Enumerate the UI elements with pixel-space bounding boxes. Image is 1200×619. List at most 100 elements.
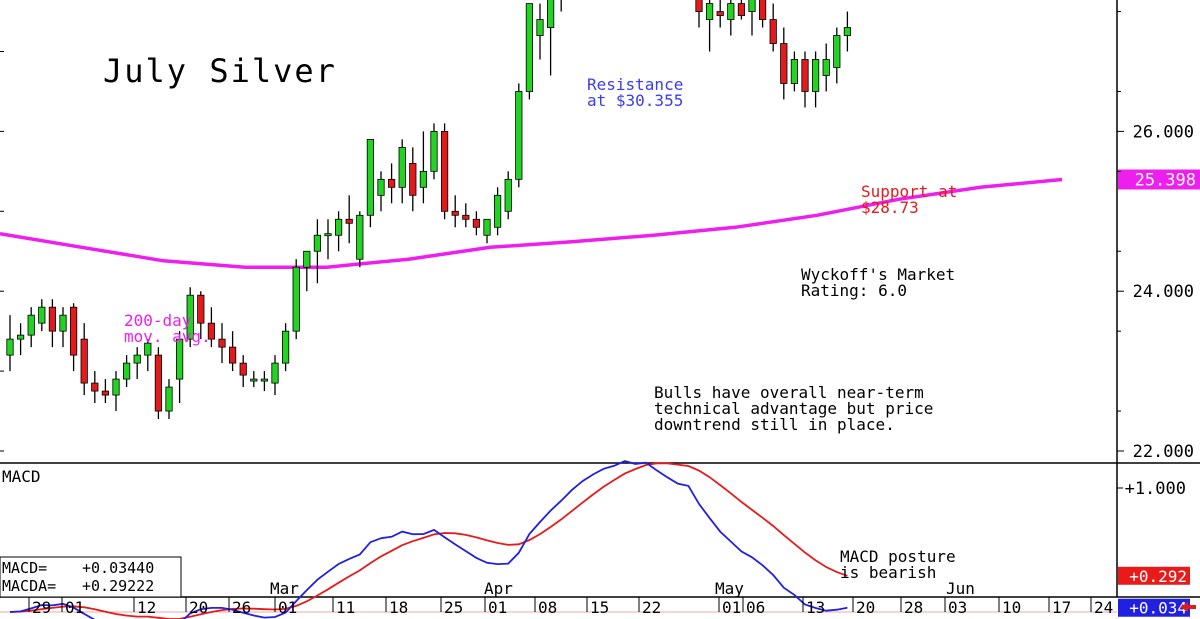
ma-annotation: 200-day xyxy=(124,311,192,330)
day-label: 24 xyxy=(1094,598,1113,617)
levels-layer: 30.38029.28028.73525.398 xyxy=(1118,169,1200,190)
bulls-annotation: technical advantage but price xyxy=(654,399,933,418)
candle xyxy=(560,0,562,12)
price-tick-label: 24.000 xyxy=(1133,282,1194,302)
candle-body xyxy=(165,386,173,412)
ma200-tag xyxy=(1118,169,1200,190)
candle-body xyxy=(133,354,141,364)
ma200-tag-label: 25.398 xyxy=(1135,170,1196,190)
day-label: 08 xyxy=(538,598,557,617)
candle-body xyxy=(833,35,841,68)
candle xyxy=(165,379,173,420)
macda-tag xyxy=(1118,566,1190,585)
x-axis: Mar Apr May Jun 29 01 12 20 26 01 11 18 25 01 08 15 22 01… xyxy=(28,579,1196,617)
candle-body xyxy=(706,3,714,20)
candle-body xyxy=(250,378,258,382)
candle-body xyxy=(313,234,322,252)
resistance-annotation: Resistance xyxy=(587,75,683,94)
macd-readout-name: MACD= xyxy=(2,559,47,577)
day-label: 10 xyxy=(1002,598,1021,617)
support-annotation: Support at xyxy=(861,182,957,201)
candle xyxy=(822,43,830,92)
candle xyxy=(101,379,109,404)
macd-readout-value: +0.29222 xyxy=(82,577,154,595)
candle-body xyxy=(271,362,279,384)
macd-note: is bearish xyxy=(840,563,936,582)
ma200-layer xyxy=(0,177,1063,269)
candle xyxy=(801,51,809,108)
candle-body xyxy=(769,19,777,44)
candle-body xyxy=(547,0,555,28)
ma-annotation: mov. avg. xyxy=(124,327,211,346)
day-label: 25 xyxy=(444,598,463,617)
candle-body xyxy=(748,0,756,12)
candle xyxy=(260,371,269,392)
candle xyxy=(91,371,99,404)
candle-body xyxy=(430,130,438,172)
candle-body xyxy=(377,178,385,196)
candle-body xyxy=(303,250,311,268)
candle xyxy=(769,3,777,52)
candle xyxy=(716,0,724,28)
candle xyxy=(695,0,703,28)
candle-body xyxy=(70,306,78,356)
candle xyxy=(207,307,215,348)
macda-line xyxy=(9,462,848,619)
rating-annotation: Wyckoff's Market xyxy=(801,265,955,284)
price-tick-label: 26.000 xyxy=(1133,122,1194,142)
macd-readout-box xyxy=(0,556,182,598)
bulls-annotation: downtrend still in place. xyxy=(654,415,895,434)
candle xyxy=(748,0,756,36)
candle-body xyxy=(525,3,534,92)
candle xyxy=(112,371,120,412)
candle-body xyxy=(695,0,703,12)
candle-body xyxy=(515,91,523,180)
candle-body xyxy=(419,170,428,188)
candle-body xyxy=(801,59,809,92)
candle xyxy=(451,195,459,228)
candle-body xyxy=(780,43,788,84)
scroll-left-arrow xyxy=(1180,602,1196,612)
candle xyxy=(133,347,141,380)
day-label: 11 xyxy=(336,598,355,617)
candle xyxy=(16,323,25,356)
macd-tag xyxy=(1118,598,1190,617)
candle xyxy=(59,307,67,348)
candle-body xyxy=(207,322,215,340)
candle xyxy=(377,171,385,212)
day-label: 03 xyxy=(948,598,967,617)
rating-annotation: Rating: 6.0 xyxy=(801,281,907,300)
candle xyxy=(462,203,470,228)
candle xyxy=(218,323,226,364)
candle-body xyxy=(790,59,799,84)
candle xyxy=(843,11,852,52)
day-label: 01 xyxy=(722,598,741,617)
candle-body xyxy=(101,390,109,396)
macd-line xyxy=(9,460,848,619)
candle xyxy=(239,355,247,388)
candle xyxy=(356,211,364,268)
candle-body xyxy=(218,338,226,348)
candle-body xyxy=(366,138,375,216)
candle-body xyxy=(843,27,852,36)
candle-body xyxy=(112,378,120,396)
candle-body xyxy=(186,294,194,340)
candle xyxy=(48,299,57,348)
candle-body xyxy=(398,146,406,188)
day-label: 20 xyxy=(856,598,875,617)
macd-panel: MACD +1.000 +0.292 +0.034 MACD= +0.03440 MACDA… xyxy=(0,460,1190,619)
candle xyxy=(812,51,820,108)
support-annotation: $28.73 xyxy=(861,198,919,217)
price-tick-label: 22.000 xyxy=(1133,442,1194,462)
day-label: 17 xyxy=(1052,598,1071,617)
candle xyxy=(472,211,481,236)
day-label: 22 xyxy=(642,598,661,617)
month-label: Jun xyxy=(946,579,975,598)
candle-body xyxy=(483,218,491,236)
candle-body xyxy=(154,354,162,412)
candles-layer xyxy=(6,0,852,420)
day-label: 18 xyxy=(389,598,408,617)
chart-title: July Silver xyxy=(103,52,337,90)
candle xyxy=(154,347,162,420)
